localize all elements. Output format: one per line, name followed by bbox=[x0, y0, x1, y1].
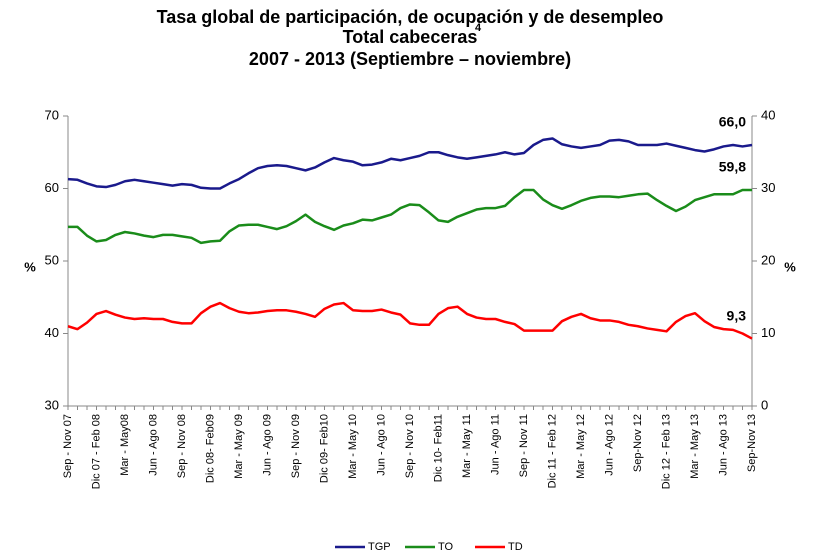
value-label: 59,8 bbox=[719, 159, 746, 175]
chart-title: Total cabeceras bbox=[343, 27, 478, 47]
title-note: 4 bbox=[475, 22, 482, 34]
y-axis-label: % bbox=[24, 259, 36, 274]
x-tick-label: Jun - Ago 08 bbox=[147, 414, 159, 476]
y-tick-label: 70 bbox=[45, 107, 59, 122]
legend-label: TO bbox=[438, 541, 454, 553]
x-tick-label: Dic 08- Feb09 bbox=[204, 414, 216, 483]
chart-title: 2007 - 2013 (Septiembre – noviembre) bbox=[249, 49, 571, 69]
y2-tick-label: 20 bbox=[761, 252, 775, 267]
x-tick-label: Sep - Nov 08 bbox=[176, 414, 188, 478]
x-tick-label: Mar - May 10 bbox=[347, 414, 359, 479]
x-tick-label: Dic 12 - Feb 13 bbox=[660, 414, 672, 489]
y2-tick-label: 40 bbox=[761, 107, 775, 122]
x-tick-label: Dic 11 - Feb 12 bbox=[546, 414, 558, 488]
x-tick-label: Sep - Nov 10 bbox=[404, 414, 416, 478]
x-tick-label: Dic 07 - Feb 08 bbox=[90, 414, 102, 489]
y-tick-label: 30 bbox=[45, 397, 59, 412]
x-tick-label: Mar - May08 bbox=[119, 414, 131, 476]
legend-label: TD bbox=[508, 541, 523, 553]
x-tick-label: Mar - May 11 bbox=[461, 414, 473, 478]
value-label: 66,0 bbox=[719, 114, 746, 130]
x-tick-label: Sep - Nov 09 bbox=[290, 414, 302, 478]
x-tick-label: Jun - Ago 11 bbox=[489, 414, 501, 475]
x-tick-label: Sep-Nov 13 bbox=[746, 414, 758, 472]
x-tick-label: Sep - Nov 07 bbox=[62, 414, 74, 478]
series-line bbox=[67, 137, 753, 190]
x-tick-label: Sep - Nov 11 bbox=[518, 414, 530, 477]
x-tick-label: Mar - May 12 bbox=[575, 414, 587, 479]
y2-axis-label: % bbox=[784, 259, 796, 274]
y2-tick-label: 0 bbox=[761, 397, 768, 412]
y-tick-label: 40 bbox=[45, 325, 59, 340]
y-tick-label: 60 bbox=[45, 180, 59, 195]
y2-tick-label: 30 bbox=[761, 180, 775, 195]
x-tick-label: Jun - Ago 10 bbox=[375, 414, 387, 476]
series-line bbox=[67, 301, 753, 340]
x-tick-label: Dic 09- Feb10 bbox=[318, 414, 330, 483]
x-tick-label: Sep-Nov 12 bbox=[632, 414, 644, 472]
y2-tick-label: 10 bbox=[761, 325, 775, 340]
x-tick-label: Jun - Ago 12 bbox=[603, 414, 615, 476]
x-tick-label: Dic 10- Feb11 bbox=[432, 414, 444, 482]
x-tick-label: Jun - Ago 09 bbox=[261, 414, 273, 476]
x-tick-label: Mar - May 13 bbox=[689, 414, 701, 479]
x-tick-label: Mar - May 09 bbox=[233, 414, 245, 479]
value-label: 9,3 bbox=[727, 307, 747, 323]
y-tick-label: 50 bbox=[45, 252, 59, 267]
x-tick-label: Jun - Ago 13 bbox=[717, 414, 729, 476]
legend-label: TGP bbox=[368, 541, 391, 553]
chart-title: Tasa global de participación, de ocupaci… bbox=[157, 7, 664, 27]
series-line bbox=[68, 188, 752, 245]
